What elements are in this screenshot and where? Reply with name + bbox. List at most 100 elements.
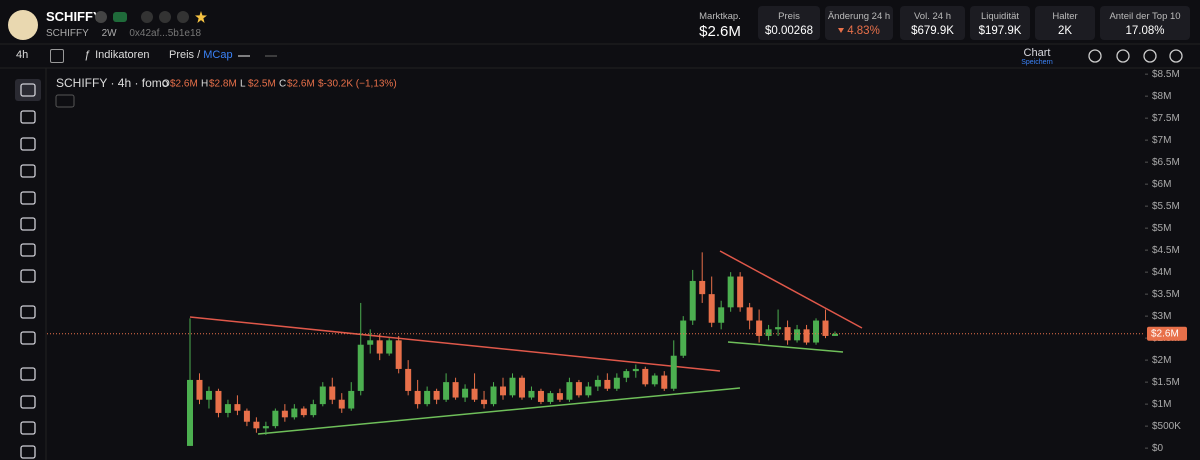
stat-value-text: $2.6M xyxy=(699,23,741,40)
web-icon[interactable] xyxy=(141,11,153,23)
search-icon[interactable] xyxy=(177,11,189,23)
fx-icon: ƒ xyxy=(84,49,91,61)
token-avatar xyxy=(8,10,38,40)
candle-body xyxy=(528,390,535,398)
candle-body xyxy=(281,410,288,418)
candle-body xyxy=(680,320,687,356)
edit-icon[interactable] xyxy=(95,11,107,23)
candle-body xyxy=(329,386,336,400)
candle-body xyxy=(556,393,563,400)
price-toggle[interactable]: Preis / MCap xyxy=(169,49,233,61)
stat-box: Liquidität $197.9K xyxy=(970,6,1030,40)
token-age: 2W xyxy=(101,28,117,39)
toolbar-icon xyxy=(1088,49,1102,63)
candle-body xyxy=(822,320,829,336)
candle-body xyxy=(348,390,355,409)
tool-active-bg xyxy=(15,79,41,101)
y-tick-label: $2M xyxy=(1152,355,1171,366)
candle-body xyxy=(775,327,782,330)
candle-body xyxy=(784,327,791,341)
candle-body xyxy=(737,276,744,308)
candle-body xyxy=(547,393,554,402)
candle-body xyxy=(699,280,706,295)
token-name: SCHIFFY xyxy=(46,9,102,24)
stat-value-text: 4.83% xyxy=(847,25,880,37)
stat-box: Anteil der Top 10 17.08% xyxy=(1100,6,1190,40)
candle-type-button[interactable] xyxy=(50,49,64,63)
x-icon[interactable] xyxy=(159,11,171,23)
tool-icon xyxy=(20,110,36,124)
interval-button[interactable]: 4h xyxy=(16,49,28,61)
candle-body xyxy=(253,421,260,429)
tool-icon xyxy=(20,83,36,97)
stat-box: Marktkap. $2.6M xyxy=(690,6,750,40)
candle-body xyxy=(234,404,241,411)
tool-icon xyxy=(20,191,36,205)
indicators-button[interactable]: ƒ Indikatoren xyxy=(84,49,150,61)
candle-body xyxy=(215,390,222,413)
candle-body xyxy=(310,404,317,416)
token-meta: SCHIFFY 2W 0x42af...5b1e18 xyxy=(46,28,211,39)
layout-text: Chart xyxy=(1023,47,1051,59)
stat-value: $197.9K xyxy=(970,25,1030,37)
stat-value-text: $679.9K xyxy=(911,25,954,37)
candle-body xyxy=(500,386,507,396)
stat-value: 2K xyxy=(1035,25,1095,37)
mcap-text: MCap xyxy=(203,49,233,61)
legend-key: L xyxy=(240,79,246,90)
stat-value: 17.08% xyxy=(1100,25,1190,37)
toolbar-icon xyxy=(1169,49,1183,63)
candle-body xyxy=(689,280,696,321)
layout-button[interactable]: Chart Speichern xyxy=(1020,47,1054,66)
candle-body xyxy=(187,379,193,446)
candle-body xyxy=(319,386,326,405)
stat-box: Vol. 24 h $679.9K xyxy=(900,6,965,40)
candle-body xyxy=(765,329,772,336)
stat-label: Halter xyxy=(1052,11,1078,22)
candle-body xyxy=(338,399,345,409)
y-tick-label: $500K xyxy=(1152,421,1181,432)
token-address[interactable]: 0x42af...5b1e18 xyxy=(129,28,202,39)
candle-body xyxy=(357,344,364,391)
down-arrow xyxy=(838,28,845,34)
candle-body xyxy=(756,320,763,336)
candle-body xyxy=(813,320,820,343)
candle-body xyxy=(566,382,573,400)
legend-change: $-30.2K (−1,13%) xyxy=(318,79,397,90)
candle-body xyxy=(727,276,734,308)
y-tick-label: $4.5M xyxy=(1152,245,1180,256)
trend-line xyxy=(719,250,863,329)
y-tick-label: $4M xyxy=(1152,267,1171,278)
candle-body xyxy=(386,340,393,354)
tool-icon xyxy=(20,367,36,381)
stat-label: Liquidität xyxy=(980,11,1020,22)
separator-text: / xyxy=(197,49,201,61)
badge-icon xyxy=(113,12,127,22)
legend-key: C xyxy=(279,79,286,90)
y-tick-label: $7.5M xyxy=(1152,113,1180,124)
star-icon[interactable] xyxy=(195,11,207,23)
candle-body xyxy=(537,390,544,402)
y-tick-label: $1M xyxy=(1152,399,1171,410)
candle-body xyxy=(481,399,488,405)
candle-body xyxy=(803,329,810,343)
header-icons xyxy=(95,11,207,23)
candle-body xyxy=(272,410,279,427)
candle-body xyxy=(224,404,231,413)
candle-body xyxy=(518,377,525,398)
stat-label: Vol. 24 h xyxy=(914,11,951,22)
save-text: Speichern xyxy=(1021,59,1053,66)
candle-body xyxy=(471,388,478,400)
candle-body xyxy=(604,379,611,389)
y-tick-label: $5M xyxy=(1152,223,1171,234)
y-tick-label: $3M xyxy=(1152,311,1171,322)
tool-icon xyxy=(20,305,36,319)
stat-value-text: $0.00268 xyxy=(765,25,813,37)
y-tick-label: $2.5M xyxy=(1152,333,1180,344)
candle-body xyxy=(291,408,298,418)
candle-body xyxy=(623,371,630,378)
